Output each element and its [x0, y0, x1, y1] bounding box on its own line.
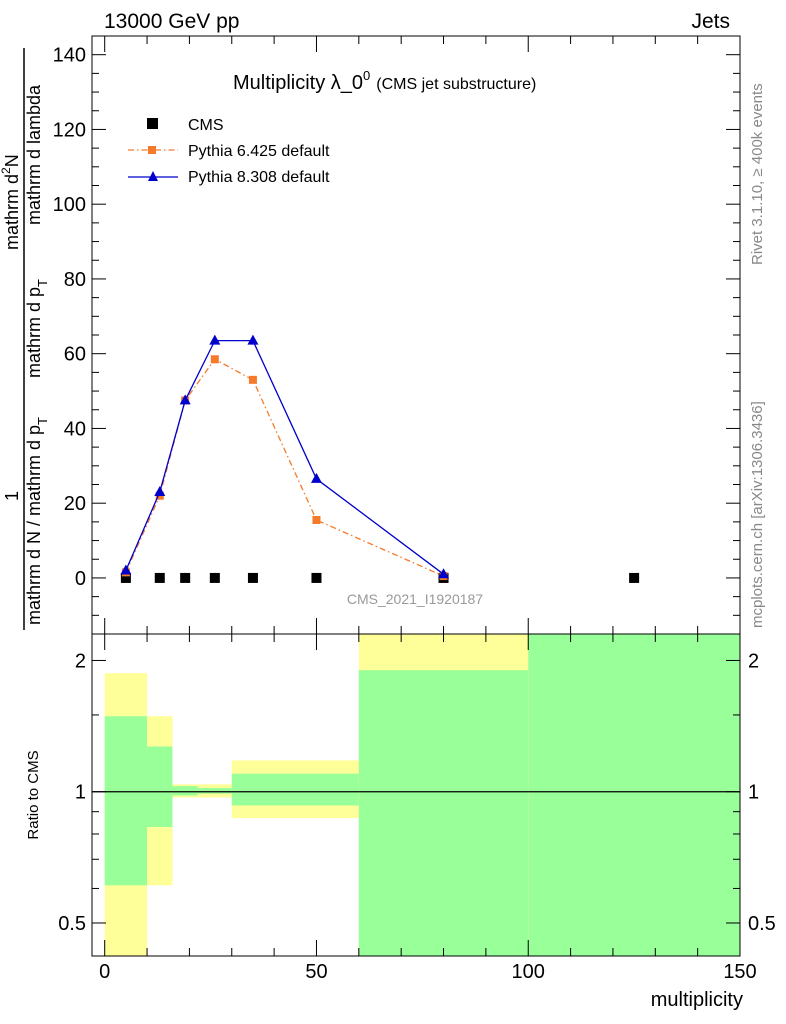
x-tick-label: 50: [305, 961, 327, 983]
ratio-plot-frame: [91, 633, 741, 957]
y-tick-label: 60: [64, 344, 86, 366]
ratio-panel: 0.5 0.5 1 1 2 2 0 50 100 150 Ratio to CMS multipl…: [25, 633, 776, 1011]
series-line-1: [125, 358, 444, 577]
pythia8-data-point: [438, 568, 450, 579]
y-tick-label: 100: [53, 194, 86, 216]
uncertainty-band-green: [197, 787, 232, 794]
pythia8-data-point: [247, 334, 259, 345]
y-tick-label: 40: [64, 418, 86, 440]
ylabel-top-line2: mathrm d pT: [24, 279, 50, 378]
uncertainty-band-green: [358, 670, 529, 956]
legend-cms-marker: [147, 118, 158, 129]
pythia6-data-point: [210, 355, 219, 364]
ratio-y-tick-label: 1: [75, 782, 86, 804]
pythia8-data-point: [179, 394, 191, 405]
pythia6-data-point: [248, 375, 257, 384]
cms-data-point: [629, 572, 640, 583]
y-tick-label: 120: [53, 119, 86, 141]
rivet-version-label: Rivet 3.1.10, ≥ 400k events: [749, 83, 766, 265]
uncertainty-band-green: [231, 773, 359, 806]
legend-cms-label: CMS: [188, 117, 224, 134]
mcplots-label: mcplots.cern.ch [arXiv:1306.3436]: [749, 401, 766, 628]
analysis-watermark: CMS_2021_I1920187: [347, 591, 483, 607]
cms-data-point: [120, 572, 131, 583]
pythia8-data-point: [154, 485, 166, 496]
x-axis-label: multiplicity: [651, 989, 743, 1011]
pythia8-data-point: [209, 334, 221, 345]
series-line-2: [125, 339, 444, 575]
y-tick-label: 80: [64, 269, 86, 291]
uncertainty-band-green: [528, 634, 740, 956]
ratio-y-axis-label: Ratio to CMS: [25, 750, 42, 839]
cms-data-point: [247, 572, 258, 583]
cms-data-point: [154, 572, 165, 583]
ratio-y-tick-label: 2: [75, 650, 86, 672]
ylabel-denominator: mathrm d N / mathrm d pT: [24, 417, 50, 625]
cms-data-point: [180, 572, 191, 583]
y-tick-label: 140: [53, 45, 86, 67]
ratio-y-tick-label-right: 0.5: [748, 913, 776, 935]
ratio-y-tick-label: 0.5: [58, 913, 86, 935]
main-panel: 0 20 40 60 80 100 120 140 Multiplicity λ_00(CMS…: [0, 35, 741, 635]
ratio-y-tick-label-right: 1: [748, 782, 759, 804]
legend: CMS Pythia 6.425 default Pythia 8.308 de…: [128, 117, 330, 186]
y-tick-label: 0: [75, 568, 86, 590]
ratio-y-tick-label-right: 2: [748, 650, 759, 672]
x-tick-label: 150: [723, 961, 756, 983]
x-tick-label: 0: [99, 961, 110, 983]
legend-pythia6-label: Pythia 6.425 default: [188, 143, 330, 160]
pythia8-data-point: [120, 564, 132, 575]
cms-data-point: [209, 572, 220, 583]
y-tick-label: 20: [64, 493, 86, 515]
header-right-label: Jets: [691, 10, 730, 33]
legend-pythia8-marker: [148, 171, 158, 181]
cms-data-point: [311, 572, 322, 583]
legend-pythia8-label: Pythia 8.308 default: [188, 169, 330, 186]
pythia6-data-point: [312, 516, 321, 525]
uncertainty-band-green: [147, 746, 173, 828]
legend-pythia6-marker: [148, 146, 156, 154]
uncertainty-band-green: [172, 786, 198, 796]
ylabel-top-line3: mathrm d lambda: [24, 84, 44, 225]
ylabel-top-line1: mathrm d2N: [0, 154, 22, 250]
pythia8-data-point: [310, 472, 322, 483]
header-left-label: 13000 GeV pp: [104, 10, 239, 33]
chart-title: Multiplicity λ_00(CMS jet substructure): [233, 68, 536, 94]
ylabel-numerator-one: 1: [2, 491, 22, 501]
x-tick-label: 100: [512, 961, 545, 983]
uncertainty-band-green: [104, 716, 148, 886]
main-y-axis-label: 1 mathrm d N / mathrm d pT mathrm d2N ma…: [0, 48, 50, 630]
